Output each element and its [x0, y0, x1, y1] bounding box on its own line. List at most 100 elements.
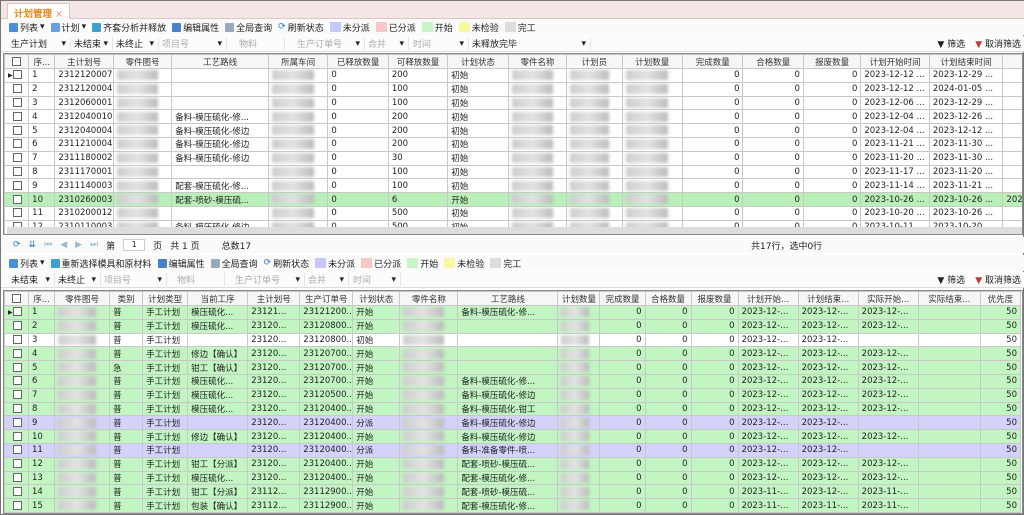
row-checkbox[interactable]	[4, 401, 30, 417]
row-checkbox[interactable]	[4, 456, 30, 472]
column-header[interactable]: 零件图号	[54, 291, 111, 306]
column-header[interactable]: 计划开始时间	[860, 54, 930, 69]
table-row[interactable]: 10 2310260003 配套-喷砂-模压硫... 0 6 开始 0 0 0 2023-10-2…	[4, 192, 1022, 207]
column-header[interactable]: 完成数量	[682, 54, 744, 69]
row-checkbox[interactable]: ▶	[4, 305, 30, 320]
table-row[interactable]: 7 普手工计划 模压硫化... 23120... 23120500... 开始 备料-模压硫…	[4, 387, 1022, 403]
merge-select[interactable]: 合并 ▾	[305, 273, 349, 286]
global-query-button[interactable]: 全局查询	[210, 257, 258, 270]
row-checkbox[interactable]	[4, 205, 30, 221]
row-checkbox[interactable]	[4, 360, 30, 375]
column-header[interactable]: 生产订单号	[299, 291, 354, 306]
row-checkbox[interactable]	[4, 178, 30, 194]
filter-button[interactable]: ▼ 筛选	[937, 273, 965, 286]
production-order-select[interactable]: 生产订单号 ▾	[225, 273, 305, 286]
column-header[interactable]: 主计划号	[54, 54, 114, 69]
table-row[interactable]: 2 普手工计划 模压硫化... 23120... 23120800... 开始 0 0 0 202…	[4, 318, 1022, 334]
table-row[interactable]: 4 普手工计划 修边【确认】 23120... 23120700... 开始 0 0 0 2023…	[4, 346, 1022, 362]
horizontal-scrollbar[interactable]	[7, 227, 1022, 234]
table-row[interactable]: 13 普手工计划 模压硫化... 23120... 23120400... 开始 配套-模压…	[4, 470, 1022, 486]
close-icon[interactable]: ×	[55, 9, 63, 20]
table-row[interactable]: 9 普手工计划 23120... 23120400... 分派 备料-模压硫化-修边 0 0 0…	[4, 415, 1022, 431]
page-input[interactable]: 1	[123, 239, 146, 251]
row-checkbox[interactable]	[4, 95, 30, 111]
merge-select[interactable]: 合并 ▾	[365, 37, 409, 50]
table-row[interactable]: 7 2311180002 备料-模压硫化-修边 0 30 初始 0 0 0 2023-11-20 …	[4, 150, 1022, 166]
column-header[interactable]: 工艺路线	[457, 291, 559, 306]
unterminated-select[interactable]: 未终止 ▾	[55, 273, 101, 286]
prev-page-icon[interactable]: ◀	[60, 240, 68, 250]
column-header[interactable]: 计划结束时间	[928, 54, 1004, 69]
row-checkbox[interactable]	[4, 498, 30, 513]
row-checkbox[interactable]	[4, 415, 30, 431]
unfinished-select[interactable]: 未结束 ▾	[71, 37, 113, 50]
refresh-icon[interactable]: ⟳	[13, 240, 21, 250]
row-checkbox[interactable]	[4, 429, 30, 444]
unterminated-select[interactable]: 未终止 ▾	[113, 37, 159, 50]
column-header[interactable]: 优先度	[979, 291, 1022, 306]
row-checkbox[interactable]	[4, 81, 30, 97]
row-checkbox[interactable]	[4, 373, 30, 389]
row-checkbox[interactable]	[4, 318, 30, 334]
table-row[interactable]: 9 2311140003 配套-模压硫化-修... 0 100 初始 0 0 0 2023-11-…	[4, 178, 1022, 194]
table-row[interactable]: 11 2310200012 0 500 初始 0 0 0 2023-10-20 ... 2023-…	[4, 205, 1022, 221]
time-select[interactable]: 时间 ▾	[409, 37, 469, 50]
column-header[interactable]: 实际开始...	[857, 291, 919, 306]
edit-properties-button[interactable]: 编辑属性	[172, 21, 219, 34]
material-input[interactable]: 物料	[227, 37, 285, 50]
table-row[interactable]: 2 2312120004 0 100 初始 0 0 0 2023-12-12 ... 2024-0…	[4, 81, 1022, 97]
column-header[interactable]: 合格数量	[644, 291, 692, 306]
column-header[interactable]: 零件图号	[112, 54, 173, 69]
analyze-release-button[interactable]: 齐套分析并释放	[92, 21, 166, 34]
table-row[interactable]: 3 普手工计划 23120... 23120800... 初始 0 0 0 2023-12-..…	[4, 332, 1022, 348]
clear-filter-button[interactable]: ▼ 取消筛选	[975, 273, 1021, 286]
column-header[interactable]: 零件名称	[507, 54, 568, 69]
edit-properties-button[interactable]: 编辑属性	[157, 257, 205, 270]
production-order-select[interactable]: 生产订单号 ▾	[285, 37, 365, 50]
list-button[interactable]: 列表 ▾	[9, 21, 45, 34]
list-button[interactable]: 列表 ▾	[9, 257, 45, 270]
project-no-select[interactable]: 项目号 ▾	[159, 37, 227, 50]
row-checkbox[interactable]	[4, 109, 30, 125]
table-row[interactable]: 15 普手工计划 包装【确认】 23112... 23112900... 开始 配套-模压硫…	[4, 498, 1022, 513]
unfinished-select[interactable]: 未结束 ▾	[11, 273, 55, 286]
column-header[interactable]: 所属车间	[267, 54, 329, 69]
column-header[interactable]: 完成数量	[599, 291, 646, 306]
refresh-status-button[interactable]: ⟳ 刷新状态	[264, 257, 310, 270]
reselect-mold-material-button[interactable]: 重新选择模具和原材料	[50, 257, 152, 270]
table-row[interactable]: 5 急手工计划 钳工【确认】 23120... 23120700... 开始 0 0 0 2023…	[4, 360, 1022, 375]
row-checkbox[interactable]	[4, 136, 30, 152]
clear-filter-button[interactable]: ▼ 取消筛选	[975, 37, 1021, 50]
row-checkbox[interactable]	[4, 332, 30, 348]
row-checkbox[interactable]	[4, 442, 30, 458]
table-row[interactable]: 5 2312040004 备料-模压硫化-修边 0 200 初始 0 0 0 2023-12-04…	[4, 123, 1022, 138]
last-page-icon[interactable]: ⏭	[90, 240, 99, 250]
refresh-status-button[interactable]: ⟳ 刷新状态	[278, 21, 324, 34]
export-icon[interactable]: ⇊	[28, 240, 37, 250]
table-row[interactable]: 10 普手工计划 修边【确认】 23120... 23120400... 开始 备料-模压硫…	[4, 429, 1022, 444]
table-row[interactable]: 8 普手工计划 模压硫化... 23120... 23120400... 开始 备料-模压硫…	[4, 401, 1022, 417]
column-header[interactable]: 序...	[28, 54, 56, 69]
column-header[interactable]: 计划开始...	[737, 291, 799, 306]
table-row[interactable]: 14 普手工计划 钳工【分派】 23112... 23112900... 开始 配套-喷砂-…	[4, 484, 1022, 500]
table-row[interactable]: 8 2311170001 0 100 初始 0 0 0 2023-11-17 ... 2023-1…	[4, 164, 1022, 180]
row-checkbox[interactable]	[4, 346, 30, 362]
column-header[interactable]: 计划数量	[621, 54, 684, 69]
column-header[interactable]: 已释放数量	[327, 54, 389, 69]
column-header[interactable]: 报废数量	[802, 54, 862, 69]
column-header[interactable]: 主计划号	[247, 291, 301, 306]
table-row[interactable]: ▶ 1 2312120007 0 200 初始 0 0 0 2023-12-12 ... 2023-…	[4, 68, 1022, 83]
column-header[interactable]: 计划员	[566, 54, 623, 69]
table-row[interactable]: ▶ 1 普手工计划 模压硫化... 23121... 23121200... 开始 备料-模压…	[4, 305, 1022, 320]
row-checkbox[interactable]	[4, 150, 30, 166]
table-row[interactable]: 6 普手工计划 模压硫化... 23120... 23120700... 开始 备料-模压硫…	[4, 373, 1022, 389]
column-header[interactable]: 合格数量	[742, 54, 804, 69]
column-header[interactable]: 当前工序	[187, 291, 249, 306]
release-status-select[interactable]: 未释放完毕 ▾	[469, 37, 591, 50]
column-header[interactable]: 实际结束...	[917, 291, 981, 306]
tab-plan-management[interactable]: 计划管理 ×	[7, 3, 70, 20]
row-checkbox[interactable]	[4, 484, 30, 500]
column-header[interactable]: 计划结束...	[797, 291, 859, 306]
select-all-checkbox[interactable]	[4, 54, 30, 69]
select-all-checkbox[interactable]	[4, 291, 30, 306]
